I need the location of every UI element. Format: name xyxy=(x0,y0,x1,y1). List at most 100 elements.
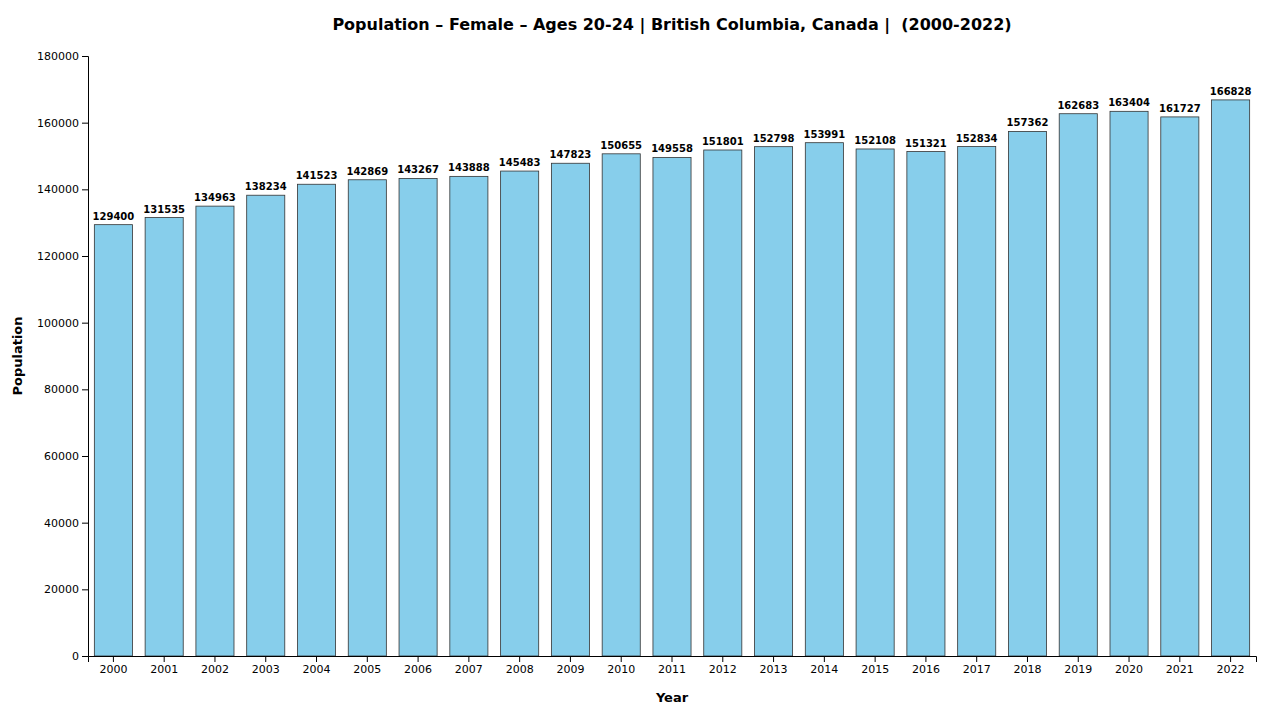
axis-line xyxy=(89,657,1257,663)
bar xyxy=(145,218,183,656)
x-tick: 2003 xyxy=(252,656,280,676)
tick-mark xyxy=(316,656,317,662)
axis-line xyxy=(82,57,89,657)
tick-mark xyxy=(418,656,419,662)
bar xyxy=(602,154,640,656)
y-tick: 0 xyxy=(72,650,88,663)
tick-mark xyxy=(82,589,88,590)
bar xyxy=(1212,100,1250,656)
tick-label: 120000 xyxy=(37,250,79,263)
tick-mark xyxy=(82,389,88,390)
tick-mark xyxy=(621,656,622,662)
tick-label: 2006 xyxy=(404,663,432,676)
bar xyxy=(551,163,589,656)
tick-label: 2012 xyxy=(709,663,737,676)
data-label: 142869 xyxy=(346,166,388,177)
data-label: 152108 xyxy=(854,135,896,146)
tick-label: 2017 xyxy=(963,663,991,676)
tick-mark xyxy=(367,656,368,662)
tick-label: 2003 xyxy=(252,663,280,676)
tick-label: 2011 xyxy=(658,663,686,676)
tick-mark xyxy=(82,523,88,524)
y-tick: 60000 xyxy=(44,450,88,463)
x-axis: 2000200120022003200420052006200720082009… xyxy=(89,656,1257,676)
data-label: 143888 xyxy=(448,162,490,173)
x-tick: 2016 xyxy=(912,656,940,676)
x-tick: 2001 xyxy=(150,656,178,676)
data-label: 145483 xyxy=(499,157,541,168)
tick-mark xyxy=(82,456,88,457)
tick-mark xyxy=(722,656,723,662)
data-label: 141523 xyxy=(296,170,338,181)
bar xyxy=(1059,114,1097,656)
bar xyxy=(856,149,894,656)
plot-area: 2000200120022003200420052006200720082009… xyxy=(37,50,1257,676)
tick-label: 2008 xyxy=(506,663,534,676)
x-tick: 2009 xyxy=(556,656,584,676)
data-label: 162683 xyxy=(1057,100,1099,111)
y-tick: 180000 xyxy=(37,50,88,63)
tick-label: 100000 xyxy=(37,317,79,330)
tick-mark xyxy=(1027,656,1028,662)
x-tick: 2010 xyxy=(607,656,635,676)
tick-mark xyxy=(214,656,215,662)
x-tick: 2014 xyxy=(810,656,838,676)
bar xyxy=(958,147,996,656)
y-tick: 140000 xyxy=(37,183,88,196)
tick-label: 80000 xyxy=(44,383,79,396)
bar xyxy=(704,150,742,656)
tick-label: 20000 xyxy=(44,583,79,596)
x-tick: 2022 xyxy=(1217,656,1245,676)
bar xyxy=(348,180,386,656)
tick-mark xyxy=(875,656,876,662)
tick-label: 2004 xyxy=(303,663,331,676)
tick-mark xyxy=(82,123,88,124)
tick-label: 2014 xyxy=(810,663,838,676)
y-axis: 0 20000 40000 60000 80000 100000 120000 140000 1… xyxy=(37,50,89,663)
data-labels: 1294001315351349631382341415231428691432… xyxy=(93,86,1252,222)
data-label: 161727 xyxy=(1159,103,1201,114)
tick-label: 2010 xyxy=(607,663,635,676)
tick-mark xyxy=(82,656,88,657)
data-label: 149558 xyxy=(651,143,693,154)
bar xyxy=(399,178,437,656)
y-axis-title: Population xyxy=(10,316,25,395)
tick-label: 180000 xyxy=(37,50,79,63)
tick-label: 2000 xyxy=(99,663,127,676)
data-label: 151801 xyxy=(702,136,744,147)
x-tick: 2017 xyxy=(963,656,991,676)
tick-mark xyxy=(672,656,673,662)
tick-label: 2001 xyxy=(150,663,178,676)
bar xyxy=(1110,111,1148,656)
x-tick: 2018 xyxy=(1013,656,1041,676)
data-label: 150655 xyxy=(600,140,642,151)
title: Population – Female – Ages 20-24 | Briti… xyxy=(332,15,1011,35)
x-tick: 2021 xyxy=(1166,656,1194,676)
x-tick: 2006 xyxy=(404,656,432,676)
y-tick: 80000 xyxy=(44,383,88,396)
bar xyxy=(755,147,793,656)
x-tick: 2004 xyxy=(303,656,331,676)
data-label: 153991 xyxy=(803,129,845,140)
tick-label: 140000 xyxy=(37,183,79,196)
tick-label: 2013 xyxy=(760,663,788,676)
tick-mark xyxy=(519,656,520,662)
x-axis-title: Year xyxy=(655,690,689,705)
y-tick: 120000 xyxy=(37,250,88,263)
bars xyxy=(94,100,1249,656)
tick-label: 40000 xyxy=(44,517,79,530)
x-tick: 2015 xyxy=(861,656,889,676)
x-tick: 2020 xyxy=(1115,656,1143,676)
data-label: 163404 xyxy=(1108,97,1150,108)
tick-mark xyxy=(1179,656,1180,662)
x-tick: 2013 xyxy=(760,656,788,676)
tick-label: 2016 xyxy=(912,663,940,676)
x-tick: 2011 xyxy=(658,656,686,676)
tick-mark xyxy=(113,656,114,662)
x-tick: 2005 xyxy=(353,656,381,676)
tick-mark xyxy=(1078,656,1079,662)
tick-label: 0 xyxy=(72,650,79,663)
chart: 2000200120022003200420052006200720082009… xyxy=(0,0,1280,720)
tick-label: 160000 xyxy=(37,117,79,130)
bar xyxy=(653,157,691,656)
